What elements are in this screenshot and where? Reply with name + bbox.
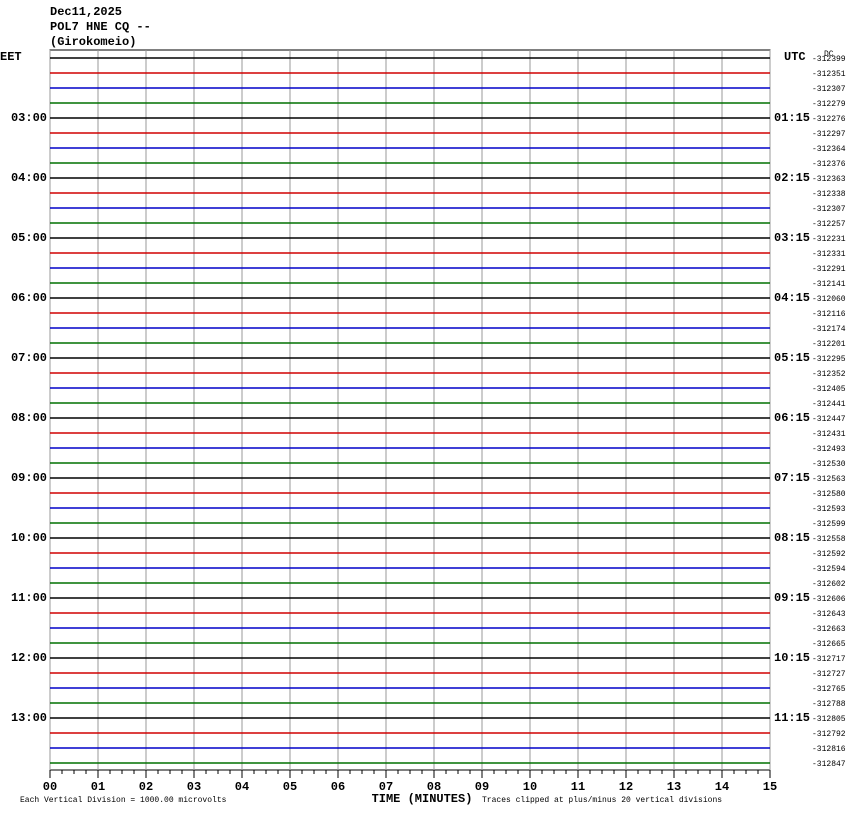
right-time-label: 06:15 xyxy=(774,411,810,425)
trace-offset: -312352 xyxy=(812,370,846,379)
trace-offset: -312295 xyxy=(812,355,846,364)
trace-offset: -312431 xyxy=(812,430,846,439)
left-time-label: 09:00 xyxy=(11,471,47,485)
trace-offset: -312580 xyxy=(812,490,846,499)
trace-offset: -312663 xyxy=(812,625,846,634)
x-tick-label: 04 xyxy=(235,780,249,794)
x-tick-label: 09 xyxy=(475,780,489,794)
left-time-label: 05:00 xyxy=(11,231,47,245)
trace-offset: -312805 xyxy=(812,715,846,724)
right-time-label: 07:15 xyxy=(774,471,810,485)
trace-offset: -312765 xyxy=(812,685,846,694)
left-time-label: 08:00 xyxy=(11,411,47,425)
trace-offset: -312291 xyxy=(812,265,846,274)
trace-offset: -312493 xyxy=(812,445,846,454)
trace-offset: -312643 xyxy=(812,610,846,619)
trace-offset: -312847 xyxy=(812,760,846,769)
x-tick-label: 10 xyxy=(523,780,537,794)
left-time-label: 07:00 xyxy=(11,351,47,365)
trace-offset: -312363 xyxy=(812,175,846,184)
trace-offset: -312599 xyxy=(812,520,846,529)
trace-offset: -312593 xyxy=(812,505,846,514)
right-time-label: 08:15 xyxy=(774,531,810,545)
trace-offset: -312816 xyxy=(812,745,846,754)
trace-offset: -312141 xyxy=(812,280,846,289)
x-axis-label: TIME (MINUTES) xyxy=(372,792,473,806)
right-time-label: 09:15 xyxy=(774,591,810,605)
right-time-label: 05:15 xyxy=(774,351,810,365)
trace-offset: -312405 xyxy=(812,385,846,394)
trace-offset: -312174 xyxy=(812,325,846,334)
left-time-label: 06:00 xyxy=(11,291,47,305)
x-tick-label: 12 xyxy=(619,780,633,794)
trace-offset: -312788 xyxy=(812,700,846,709)
x-tick-label: 00 xyxy=(43,780,57,794)
x-tick-label: 05 xyxy=(283,780,297,794)
x-tick-label: 01 xyxy=(91,780,105,794)
trace-offset: -312665 xyxy=(812,640,846,649)
trace-offset: -312727 xyxy=(812,670,846,679)
left-time-label: 13:00 xyxy=(11,711,47,725)
left-axis-label: EET xyxy=(0,50,22,64)
trace-offset: -312441 xyxy=(812,400,846,409)
x-tick-label: 06 xyxy=(331,780,345,794)
left-time-label: 04:00 xyxy=(11,171,47,185)
corner-label: DC xyxy=(824,50,834,59)
trace-offset: -312592 xyxy=(812,550,846,559)
trace-offset: -312231 xyxy=(812,235,846,244)
right-time-label: 04:15 xyxy=(774,291,810,305)
right-time-label: 10:15 xyxy=(774,651,810,665)
trace-offset: -312307 xyxy=(812,85,846,94)
trace-offset: -312399 xyxy=(812,55,846,64)
trace-offset: -312530 xyxy=(812,460,846,469)
trace-offset: -312602 xyxy=(812,580,846,589)
left-time-label: 03:00 xyxy=(11,111,47,125)
trace-offset: -312594 xyxy=(812,565,846,574)
trace-offset: -312558 xyxy=(812,535,846,544)
trace-offset: -312060 xyxy=(812,295,846,304)
trace-offset: -312563 xyxy=(812,475,846,484)
trace-offset: -312606 xyxy=(812,595,846,604)
title-line: (Girokomeio) xyxy=(50,35,136,49)
trace-offset: -312364 xyxy=(812,145,846,154)
left-time-label: 10:00 xyxy=(11,531,47,545)
trace-offset: -312276 xyxy=(812,115,846,124)
x-tick-label: 08 xyxy=(427,780,441,794)
left-time-label: 11:00 xyxy=(11,591,47,605)
x-tick-label: 13 xyxy=(667,780,681,794)
x-tick-label: 11 xyxy=(571,780,585,794)
right-axis-label: UTC xyxy=(784,50,806,64)
trace-offset: -312792 xyxy=(812,730,846,739)
trace-offset: -312447 xyxy=(812,415,846,424)
x-tick-label: 14 xyxy=(715,780,729,794)
trace-offset: -312376 xyxy=(812,160,846,169)
right-time-label: 03:15 xyxy=(774,231,810,245)
trace-offset: -312351 xyxy=(812,70,846,79)
trace-offset: -312717 xyxy=(812,655,846,664)
footer-right: Traces clipped at plus/minus 20 vertical… xyxy=(482,796,722,805)
trace-offset: -312279 xyxy=(812,100,846,109)
x-tick-label: 15 xyxy=(763,780,777,794)
trace-offset: -312297 xyxy=(812,130,846,139)
trace-offset: -312116 xyxy=(812,310,846,319)
trace-offset: -312201 xyxy=(812,340,846,349)
trace-offset: -312338 xyxy=(812,190,846,199)
title-line: POL7 HNE CQ -- xyxy=(50,20,151,34)
title-line: Dec11,2025 xyxy=(50,5,122,19)
left-time-label: 12:00 xyxy=(11,651,47,665)
trace-offset: -312257 xyxy=(812,220,846,229)
footer-left: Each Vertical Division = 1000.00 microvo… xyxy=(20,796,227,805)
trace-offset: -312307 xyxy=(812,205,846,214)
right-time-label: 01:15 xyxy=(774,111,810,125)
x-tick-label: 03 xyxy=(187,780,201,794)
trace-offset: -312331 xyxy=(812,250,846,259)
x-tick-label: 02 xyxy=(139,780,153,794)
x-tick-label: 07 xyxy=(379,780,393,794)
right-time-label: 11:15 xyxy=(774,711,810,725)
right-time-label: 02:15 xyxy=(774,171,810,185)
